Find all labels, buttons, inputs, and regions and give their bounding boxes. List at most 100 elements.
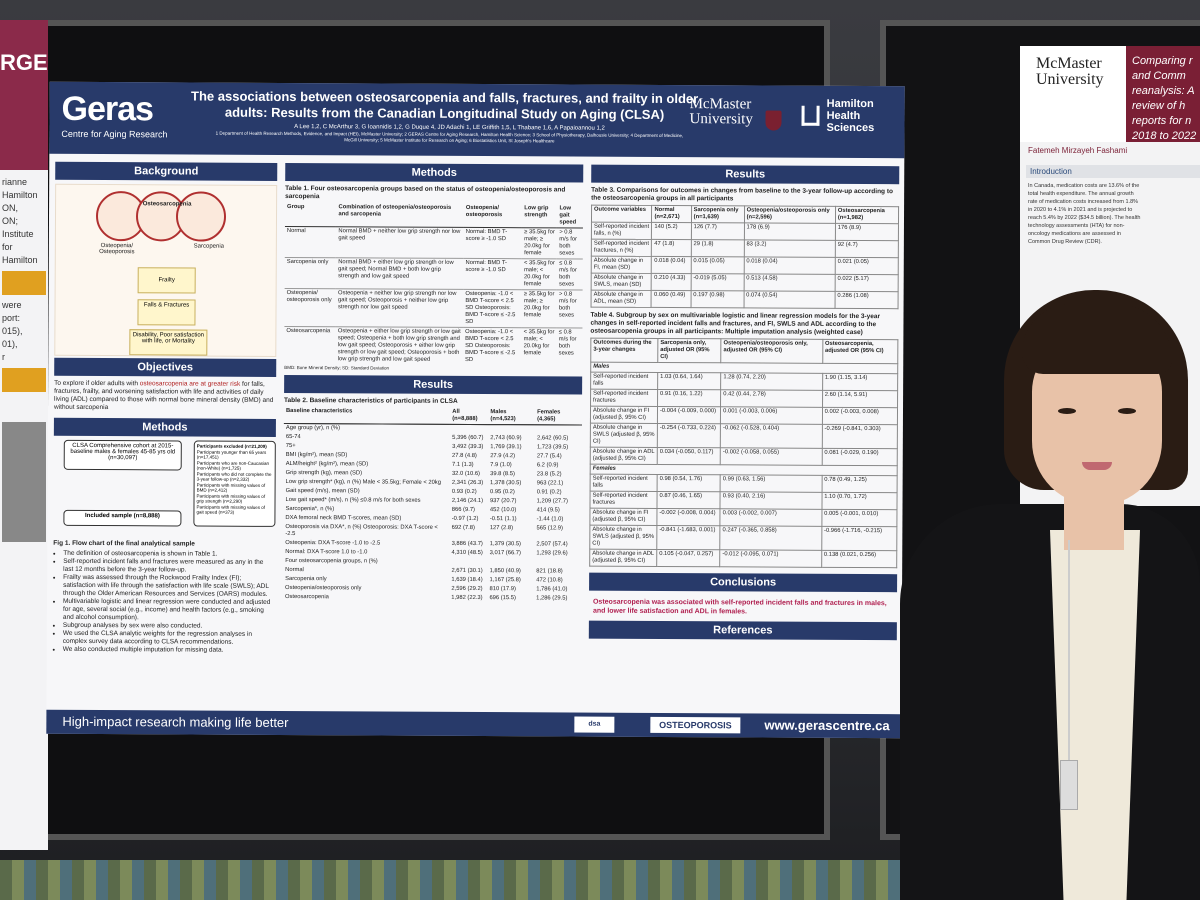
table4-cell: 0.001 (-0.003, 0.006) [720, 406, 823, 425]
table2-cell [534, 558, 581, 567]
table3-cell: -0.019 (5.05) [690, 273, 744, 291]
table4-row: Self-reported incident falls 0.98 (0.54, … [590, 474, 898, 493]
table1-cell: ≤ 0.8 m/s for both sexes [556, 327, 583, 366]
table4-row: Absolute change in SWLS (adjusted β, 95%… [589, 525, 897, 551]
table1-row: Normal Normal BMD + neither low grip stre… [284, 226, 583, 260]
frailty-box: Frailty [137, 267, 196, 294]
objectives-highlight: osteosarcopenia are at greater risk [139, 380, 241, 388]
table2-cell: -0.51 (1.1) [489, 516, 517, 523]
left-gray-block [2, 422, 46, 542]
table2-cell [488, 558, 535, 567]
table4-cell: 0.002 (-0.003, 0.008) [822, 407, 898, 425]
table4-cell: -0.269 (-0.841, 0.303) [821, 424, 898, 449]
table3-cell: 0.210 (4.33) [651, 273, 691, 291]
venn-circle [175, 191, 227, 242]
table4-cell: Absolute change in ADL (adjusted β, 95% … [589, 549, 657, 567]
table2-cell: 414 (9.5) [536, 507, 560, 514]
table2-cell: 39.8 (8.5) [490, 471, 515, 478]
table2-cell: 692 (7.8) [451, 524, 475, 531]
table4-row: Absolute change in ADL (adjusted β, 95% … [590, 447, 898, 466]
table3-cell: Absolute change in FI, mean (SD) [591, 256, 652, 274]
mcmaster-crest-icon [765, 110, 782, 131]
table2-cell: 27.8 (4.8) [452, 452, 477, 460]
table3-cell: 0.286 (1.08) [834, 291, 899, 309]
table2-cell: 27.9 (4.2) [490, 453, 516, 460]
table4-header: Osteosarcopenia, adjusted OR (95% CI) [822, 339, 898, 364]
table2-cell: 2,507 (57.4) [536, 541, 568, 548]
table4: Outcomes during the 3-year changes Sarco… [589, 338, 898, 569]
table2-cell: 0.95 (0.2) [489, 489, 515, 496]
table2-cell: 2,743 (60.9) [490, 435, 522, 442]
table3-row: Absolute change in SWLS, mean (SD) 0.210 … [591, 273, 899, 292]
column-left: Background Osteopenia/ Osteoporosis Oste… [53, 160, 278, 655]
table4-header: Sarcopenia only, adjusted OR (95% CI) [657, 338, 722, 363]
table2-cell: Osteosarcopenia [285, 594, 329, 601]
table3-cell: 0.022 (5.17) [834, 274, 899, 292]
table2-cell: 7.9 (1.0) [490, 462, 512, 469]
table4-cell: 0.78 (0.49, 1.25) [821, 475, 898, 493]
table4-header: Osteopenia/osteoporosis only, adjusted O… [720, 338, 823, 364]
section-heading: Results [284, 374, 583, 395]
table1-cell: ≥ 35.5kg for male; ≥ 20.0kg for female [521, 289, 558, 328]
table4-cell: -0.966 (-1.716, -0.215) [821, 526, 897, 551]
table3-cell: 29 (1.8) [690, 239, 744, 257]
table2-cell: 1,982 (22.3) [451, 594, 483, 602]
left-poster-title: RGE [0, 20, 48, 170]
table1-header: Combination of osteopenia/osteoporosis a… [336, 203, 464, 228]
org-subtitle: Centre for Aging Research [61, 128, 168, 140]
table2-cell: 452 (10.0) [489, 507, 517, 514]
table1-row: Osteopenia/ osteoporosis only Osteopenia … [284, 288, 583, 329]
table2-cell [488, 425, 535, 435]
hhs-logo: Hamilton Health Sciences [801, 98, 901, 135]
table4-cell: 0.081 (-0.029, 0.190) [821, 448, 898, 466]
table2-cell: 1,769 (39.1) [490, 444, 522, 451]
section-heading: References [588, 620, 897, 641]
table4-cell: 2.60 (1.14, 5.91) [822, 390, 898, 408]
table2-cell: 0.91 (0.2) [536, 489, 562, 496]
table1-cell: Osteopenia + neither low grip strength n… [335, 288, 464, 328]
table3-header: Outcome variables [591, 205, 653, 223]
table3-cell: 47 (1.8) [651, 239, 692, 257]
table2-cell: 2,341 (26.3) [451, 479, 484, 487]
mcmaster-name: McMaster University [689, 96, 753, 128]
table4-cell: -0.002 (-0.058, 0.055) [720, 447, 822, 466]
mcmaster-logo: McMaster University [689, 96, 789, 148]
person-eye [1118, 408, 1136, 414]
table4-cell: Absolute change in SWLS (adjusted β, 95%… [589, 525, 657, 550]
table3-cell: 176 (8.9) [835, 223, 899, 241]
section-heading: Methods [285, 163, 584, 183]
table1-cell: Normal BMD + either low grip strength or… [336, 257, 464, 290]
person-jacket [900, 504, 1200, 900]
table2-header: Females (4,365) [535, 408, 583, 426]
table3-cell: 0.018 (0.04) [743, 256, 836, 275]
left-line: 01), [2, 339, 18, 349]
excluded-item: Participants who are non-Caucasian (non-… [196, 460, 270, 471]
person-eye [1058, 408, 1076, 414]
table2-cell: 27.7 (5.4) [536, 453, 562, 460]
table4-cell: 0.98 (0.54, 1.76) [657, 474, 721, 492]
disability-box: Disability, Poor satisfaction with life,… [129, 329, 208, 356]
methods-bullet: We also conducted multiple imputation fo… [63, 646, 275, 655]
table4-cell: Self-reported incident falls [590, 474, 658, 492]
excluded-item: Participants younger than 65 years (n=17… [196, 449, 267, 460]
left-line: rianne [2, 177, 28, 187]
table1-cell: Osteopenia + either low grip strength or… [335, 326, 464, 365]
table1-row: Osteosarcopenia Osteopenia + either low g… [284, 326, 583, 366]
section-heading: Conclusions [589, 572, 898, 593]
table4-cell: 0.42 (0.44, 2.78) [720, 389, 823, 408]
table2-cell: 4,310 (48.5) [451, 549, 483, 557]
excluded-item: Participants with missing values of BMD … [196, 482, 266, 493]
methods-bullet: Self-reported incident falls and fractur… [63, 558, 275, 575]
venn-label: Osteopenia/ Osteoporosis [99, 243, 135, 256]
footer-tagline: High-impact research making life better [62, 713, 289, 731]
table2-cell: 6.2 (0.9) [536, 462, 559, 469]
table2-cell: 3,492 (39.3) [452, 443, 484, 451]
right-poster-author: Fatemeh Mirzayeh Fashami [1028, 146, 1128, 155]
geras-logo: Geras Centre for Aging Research [61, 90, 191, 147]
table1-cell: Osteopenia: -1.0 < BMD T-score < 2.5 SD … [463, 327, 522, 366]
table2-cell: 963 (22.1) [536, 480, 564, 487]
methods-bullet: We used the CLSA analytic weights for th… [63, 630, 275, 647]
background-diagram: Osteopenia/ Osteoporosis Osteosarcopenia… [54, 183, 278, 357]
table1-cell: > 0.8 m/s for both sexes [557, 227, 583, 260]
left-accent-bar [2, 271, 46, 295]
